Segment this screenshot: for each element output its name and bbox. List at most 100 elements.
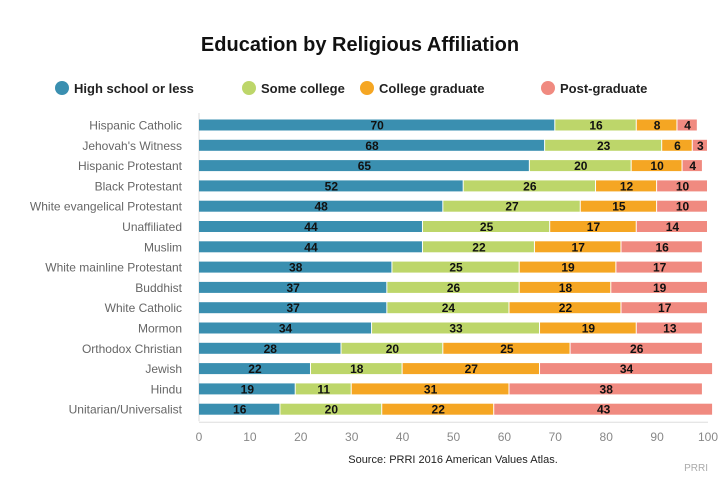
data-label: 15 [612, 200, 626, 214]
data-label: 25 [500, 342, 514, 356]
bar-segment [199, 160, 529, 172]
bar-segment [621, 241, 702, 253]
data-label: 17 [587, 220, 601, 234]
bar-segment [199, 241, 422, 253]
data-label: 19 [561, 261, 575, 275]
bar-segment [657, 200, 707, 212]
bar-segment [494, 403, 713, 415]
bar-segment [443, 200, 580, 212]
bar-segment [631, 160, 682, 172]
data-label: 37 [286, 301, 300, 315]
x-tick-label: 60 [498, 430, 512, 444]
bar-segment [372, 322, 540, 334]
category-label: Jewish [145, 362, 182, 376]
legend-swatch [55, 81, 69, 95]
bar-segment [555, 119, 636, 131]
data-label: 19 [653, 281, 667, 295]
data-label: 70 [370, 119, 384, 133]
data-label: 17 [572, 240, 586, 254]
data-label: 16 [233, 403, 247, 417]
bar-segment [392, 261, 519, 273]
bar-segment [529, 160, 631, 172]
data-label: 12 [620, 179, 634, 193]
data-label: 22 [472, 240, 486, 254]
bar-segment [351, 383, 509, 395]
data-label: 17 [658, 301, 672, 315]
data-label: 20 [325, 403, 339, 417]
watermark: PRRI [684, 463, 708, 474]
category-label: Hispanic Protestant [78, 159, 183, 173]
legend-label: Post-graduate [560, 81, 647, 96]
data-label: 16 [656, 240, 670, 254]
legend-swatch [360, 81, 374, 95]
data-label: 38 [600, 382, 614, 396]
data-label: 43 [597, 403, 611, 417]
data-label: 13 [663, 322, 677, 336]
x-tick-label: 10 [243, 430, 257, 444]
data-label: 31 [424, 382, 438, 396]
bar-segment [519, 281, 611, 293]
bar-segment [636, 119, 677, 131]
bar-segment [616, 261, 702, 273]
bar-segment [443, 342, 570, 354]
data-label: 37 [286, 281, 300, 295]
bar-segment [199, 383, 295, 395]
bar-segment [199, 281, 387, 293]
data-label: 24 [442, 301, 456, 315]
bar-segment [199, 139, 545, 151]
bar-segment [677, 119, 697, 131]
bar-segment [199, 363, 310, 375]
legend-swatch [242, 81, 256, 95]
x-tick-label: 0 [196, 430, 203, 444]
bar-segment [636, 221, 707, 232]
bar-segment [199, 322, 372, 334]
data-label: 18 [559, 281, 573, 295]
bar-segment [545, 139, 662, 151]
data-label: 28 [264, 342, 278, 356]
data-label: 22 [248, 362, 262, 376]
data-label: 10 [650, 159, 664, 173]
bar-segment [519, 261, 616, 273]
data-label: 10 [676, 200, 690, 214]
data-label: 34 [620, 362, 634, 376]
data-label: 6 [674, 139, 681, 153]
category-label: White mainline Protestant [45, 261, 182, 275]
bar-segment [509, 383, 702, 395]
bar-segment [509, 302, 621, 314]
bar-segment [596, 180, 657, 192]
x-tick-label: 40 [396, 430, 410, 444]
data-label: 38 [289, 261, 303, 275]
data-label: 26 [447, 281, 461, 295]
data-label: 20 [574, 159, 588, 173]
source-note: Source: PRRI 2016 American Values Atlas. [348, 454, 558, 466]
category-label: Hindu [151, 382, 182, 396]
x-tick-label: 20 [294, 430, 308, 444]
bar-segment [199, 302, 387, 314]
category-label: Hispanic Catholic [89, 119, 182, 133]
data-label: 19 [241, 382, 255, 396]
category-label: White Catholic [105, 301, 182, 315]
data-label: 16 [589, 119, 603, 133]
data-label: 33 [449, 322, 463, 336]
data-label: 27 [465, 362, 479, 376]
x-tick-label: 70 [549, 430, 563, 444]
bar-segment [621, 302, 707, 314]
category-label: Buddhist [135, 281, 182, 295]
data-label: 11 [317, 382, 330, 396]
data-label: 26 [630, 342, 644, 356]
legend-label: Some college [261, 81, 345, 96]
bar-segment [199, 119, 555, 131]
x-tick-label: 80 [600, 430, 614, 444]
bar-segment [382, 403, 494, 415]
category-label: Jehovah's Witness [82, 139, 182, 153]
x-tick-label: 50 [447, 430, 461, 444]
category-label: Orthodox Christian [82, 342, 182, 356]
bar-segment [657, 180, 707, 192]
data-label: 25 [449, 261, 463, 275]
bar-segment [199, 403, 280, 415]
data-label: 18 [350, 362, 364, 376]
data-label: 26 [523, 179, 537, 193]
data-label: 14 [666, 220, 680, 234]
bar-segment [534, 241, 621, 253]
bar-segment [310, 363, 402, 375]
